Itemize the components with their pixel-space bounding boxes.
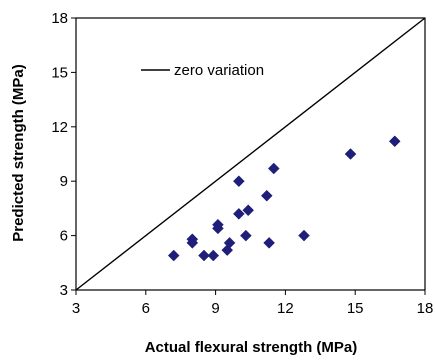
data-point bbox=[388, 135, 401, 148]
data-point bbox=[263, 236, 275, 249]
y-tick-label: 12 bbox=[51, 119, 68, 136]
y-tick-label: 6 bbox=[60, 228, 68, 245]
data-point bbox=[267, 162, 280, 175]
x-axis-title: Actual flexural strength (MPa) bbox=[145, 339, 358, 356]
x-tick-label: 12 bbox=[277, 300, 294, 317]
x-tick-label: 6 bbox=[142, 300, 150, 317]
data-point bbox=[298, 229, 310, 242]
plot-frame bbox=[75, 17, 426, 291]
legend-label: zero variation bbox=[174, 62, 264, 79]
y-tick-label: 15 bbox=[51, 64, 68, 81]
x-tick-label: 15 bbox=[347, 300, 364, 317]
data-point bbox=[223, 236, 236, 249]
legend: zero variation bbox=[141, 62, 264, 79]
y-tick-label: 18 bbox=[51, 10, 68, 27]
data-point bbox=[207, 249, 220, 262]
data-point bbox=[198, 249, 210, 262]
data-point bbox=[167, 249, 180, 262]
x-tick-label: 3 bbox=[72, 300, 80, 317]
data-point bbox=[344, 148, 357, 160]
data-point bbox=[233, 207, 245, 220]
data-point bbox=[212, 222, 224, 235]
x-tick-label: 18 bbox=[417, 300, 434, 317]
data-point bbox=[260, 189, 273, 202]
x-tick-label: 9 bbox=[211, 300, 219, 317]
data-point bbox=[239, 229, 252, 242]
data-point bbox=[242, 204, 255, 217]
y-tick-label: 9 bbox=[60, 173, 68, 190]
y-tick-label: 3 bbox=[60, 282, 68, 299]
y-axis-title: Predicted strength (MPa) bbox=[10, 64, 27, 242]
data-point bbox=[186, 236, 199, 249]
zero-variation-line bbox=[75, 17, 426, 291]
data-point bbox=[233, 175, 245, 188]
